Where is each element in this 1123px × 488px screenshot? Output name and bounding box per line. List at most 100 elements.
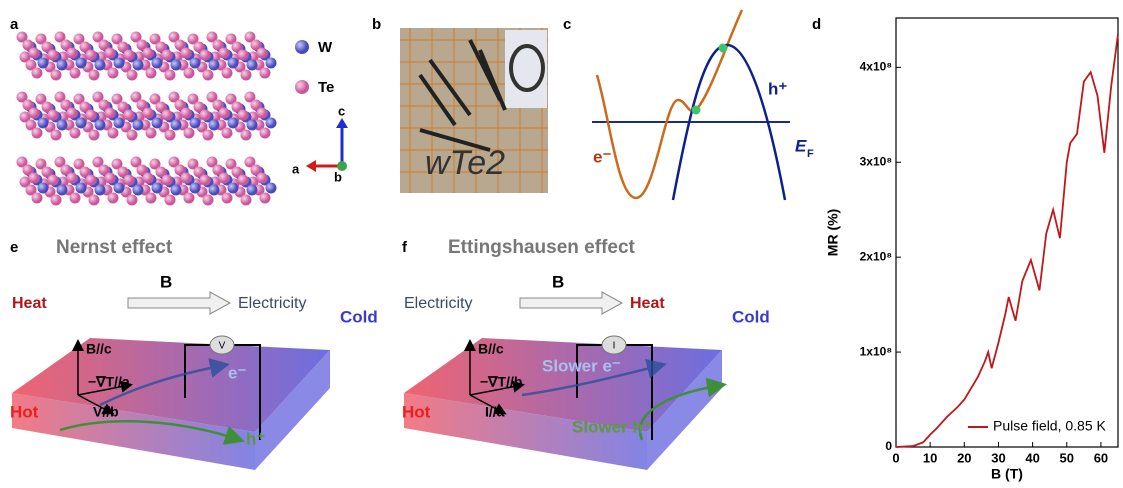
x-tick-label: 50 [1060, 450, 1074, 465]
atom [171, 185, 182, 196]
atom [67, 48, 78, 59]
atom [133, 120, 144, 131]
x-tick-label: 40 [1025, 450, 1039, 465]
atom [190, 118, 201, 129]
atom [70, 128, 81, 139]
atom [32, 128, 43, 139]
x-tick-label: 60 [1094, 450, 1108, 465]
carrier-label: e⁻ [228, 363, 246, 382]
atom [70, 193, 81, 204]
atom [143, 48, 154, 59]
figure: a W Te c a b b wTe2 c h⁺ e⁻ E F eNernst … [0, 0, 1123, 488]
atom [190, 183, 201, 194]
atom [105, 173, 116, 184]
atom [165, 195, 176, 206]
atom [260, 193, 271, 204]
atom [181, 173, 192, 184]
axis-label: a [292, 161, 300, 176]
atom [108, 128, 119, 139]
atom [38, 183, 49, 194]
axis-label: I//a [485, 404, 505, 420]
atom [181, 108, 192, 119]
atom [190, 58, 201, 69]
axis-label: c [338, 103, 345, 118]
handwriting: wTe2 [425, 144, 505, 182]
x-tick-label: 20 [957, 450, 971, 465]
atom [95, 60, 106, 71]
atom [114, 58, 125, 69]
crossing-point [719, 44, 728, 53]
atom [165, 70, 176, 81]
panel-label: a [10, 16, 19, 33]
y-tick-label: 1x10⁸ [860, 344, 892, 358]
atom [89, 70, 100, 81]
atom [247, 60, 258, 71]
fermi-label: E [795, 136, 807, 155]
atom [260, 68, 271, 79]
panel-title: Nernst effect [56, 237, 173, 258]
atom [238, 50, 249, 61]
atom [143, 173, 154, 184]
atom [222, 193, 233, 204]
atom [127, 130, 138, 141]
atom [222, 128, 233, 139]
band-label: h⁺ [768, 79, 787, 98]
atom [184, 68, 195, 79]
atom [247, 120, 258, 131]
atom [162, 50, 173, 61]
axis-label: B//c [86, 341, 112, 357]
atom [171, 60, 182, 71]
legend-label: W [318, 39, 333, 56]
atom [67, 173, 78, 184]
electron-band [597, 10, 742, 198]
atom [67, 108, 78, 119]
cold-label: Cold [340, 307, 378, 326]
atom [203, 70, 214, 81]
atom [162, 110, 173, 121]
field-arrow [128, 292, 230, 314]
atom [133, 185, 144, 196]
atom [114, 118, 125, 129]
atom [76, 58, 87, 69]
axis-label: B//c [478, 341, 504, 357]
atom [203, 130, 214, 141]
carrier-label: h⁺ [246, 429, 265, 448]
atom [152, 183, 163, 194]
atom [257, 48, 268, 59]
atom [200, 110, 211, 121]
atom [105, 108, 116, 119]
atom [86, 50, 97, 61]
atom [38, 58, 49, 69]
atom [241, 195, 252, 206]
fermi-subscript: F [807, 148, 814, 160]
x-tick-label: 30 [991, 450, 1005, 465]
atom [89, 195, 100, 206]
atom [86, 175, 97, 186]
field-label: B [552, 272, 564, 291]
atom [209, 60, 220, 71]
meter-label: V [219, 341, 226, 352]
atom [76, 118, 87, 129]
atom [95, 185, 106, 196]
y-tick-label: 2x10⁸ [860, 249, 892, 263]
hot-label: Hot [402, 402, 431, 421]
atom [238, 175, 249, 186]
atom [184, 193, 195, 204]
x-tick-label: 10 [923, 450, 937, 465]
atom [257, 173, 268, 184]
hot-label: Hot [10, 402, 39, 421]
atom [200, 175, 211, 186]
y-tick-label: 4x10⁸ [860, 60, 892, 74]
legend-label: Pulse field, 0.85 K [993, 418, 1107, 434]
panel-label: b [372, 16, 381, 33]
panel-label: c [563, 16, 571, 33]
atom [108, 68, 119, 79]
atom [57, 60, 68, 71]
band-label: e⁻ [593, 147, 611, 166]
atom [228, 118, 239, 129]
atom [184, 128, 195, 139]
atom [200, 50, 211, 61]
y-axis-label: MR (%) [825, 209, 841, 256]
atom [152, 118, 163, 129]
axis-label: −∇T//a [88, 374, 130, 390]
